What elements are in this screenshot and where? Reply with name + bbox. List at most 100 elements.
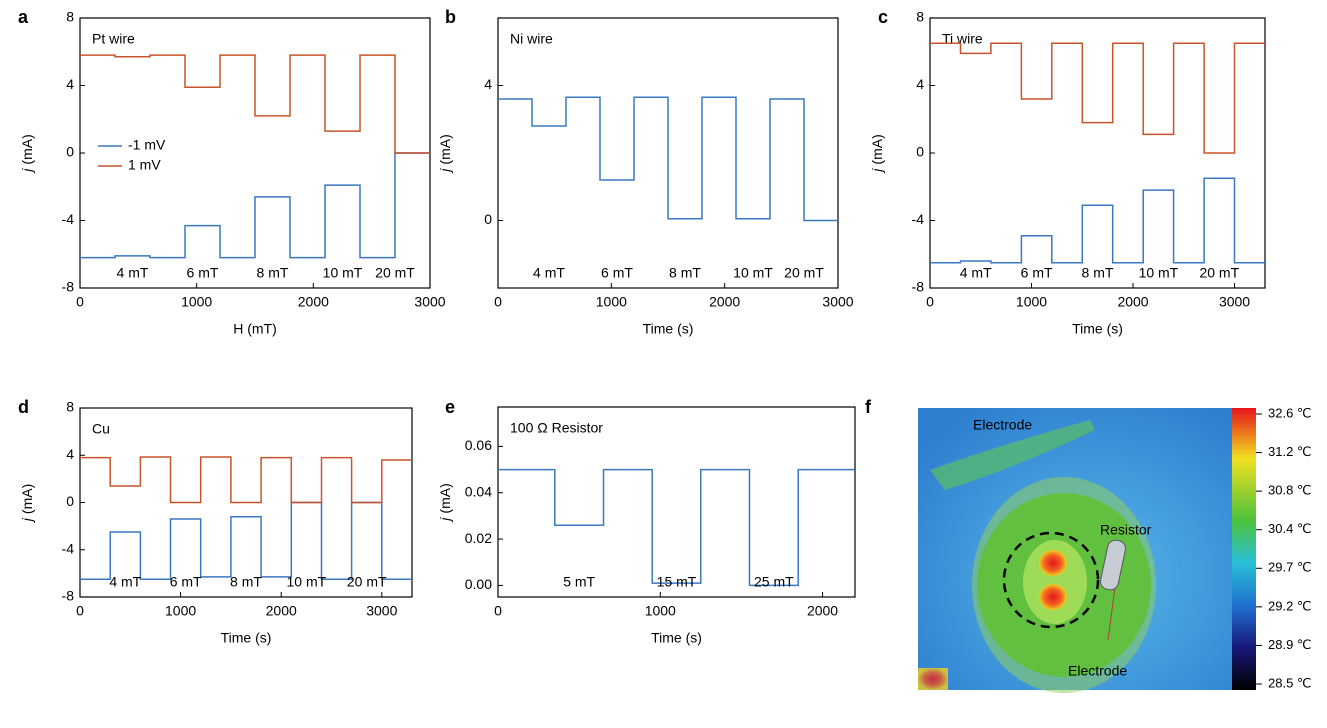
panel-title: Cu [92,421,110,437]
panel-title: Ti wire [942,31,983,47]
x-tick-label: 3000 [366,603,397,619]
series-line [498,96,838,222]
series-line [498,468,855,587]
y-axis-symbol: j [869,168,885,174]
colorbar [1232,408,1256,690]
x-tick-label: 2000 [807,603,838,619]
y-axis-unit: (mA) [19,134,35,164]
image-label: Electrode [1068,663,1127,679]
field-label: 20 mT [375,265,415,281]
y-axis-unit: (mA) [437,134,453,164]
x-tick-label: 3000 [1219,294,1250,310]
colorbar-label: 28.5 ℃ [1268,675,1312,690]
y-axis-label: j (mA) [19,484,35,523]
x-tick-label: 1000 [596,294,627,310]
y-axis-symbol: j [437,168,453,174]
y-tick-label: -4 [62,211,75,227]
panel-title: 100 Ω Resistor [510,420,603,436]
y-tick-label: -8 [912,279,925,295]
panel-letter: c [878,7,888,27]
panel-letter: e [445,397,455,417]
legend-label: -1 mV [128,137,166,153]
x-tick-label: 1000 [181,294,212,310]
field-label: 6 mT [170,574,202,590]
y-tick-label: 0 [66,144,74,160]
panel-title: Ni wire [510,31,553,47]
legend-label: 1 mV [128,157,161,173]
field-label: 20 mT [347,574,387,590]
y-axis-label: j (mA) [437,134,453,173]
y-axis-label: j (mA) [19,134,35,173]
y-axis-label: j (mA) [437,483,453,522]
thermal-image [918,408,1256,693]
series-line [930,42,1265,154]
colorbar-label: 32.6 ℃ [1268,405,1312,420]
y-tick-label: 8 [916,9,924,25]
y-tick-label: 4 [66,446,74,462]
field-label: 4 mT [960,265,992,281]
y-axis-label: j (mA) [869,134,885,173]
x-axis-label: Time (s) [221,630,272,646]
field-label: 4 mT [533,265,565,281]
x-axis-label: Time (s) [1072,321,1123,337]
series-line [80,54,430,154]
panel-letter: d [18,397,29,417]
field-label: 10 mT [1139,265,1179,281]
y-tick-label: -8 [62,588,75,604]
colorbar-label: 29.7 ℃ [1268,560,1312,575]
x-tick-label: 1000 [645,603,676,619]
y-axis-unit: (mA) [437,483,453,513]
x-tick-label: 1000 [165,603,196,619]
field-label: 15 mT [657,574,697,590]
x-tick-label: 2000 [298,294,329,310]
y-axis-unit: (mA) [19,484,35,514]
panel-title: Pt wire [92,31,135,47]
y-tick-label: 4 [66,76,74,92]
x-axis-label: H (mT) [233,321,277,337]
panel-letter: a [18,7,29,27]
y-axis-symbol: j [19,168,35,174]
field-label: 8 mT [257,265,289,281]
y-tick-label: 0 [484,211,492,227]
field-label: 10 mT [733,265,773,281]
y-tick-label: 0.04 [465,483,492,499]
y-axis-symbol: j [19,517,35,523]
image-label: Resistor [1100,522,1152,538]
y-tick-label: -4 [62,540,75,556]
panel-letter: b [445,7,456,27]
series-line [80,501,412,581]
x-tick-label: 1000 [1016,294,1047,310]
series-line [930,177,1265,264]
y-tick-label: 4 [484,76,492,92]
x-tick-label: 0 [926,294,934,310]
y-tick-label: 0 [66,493,74,509]
y-tick-label: 0.06 [465,437,492,453]
x-tick-label: 0 [76,603,84,619]
field-label: 8 mT [230,574,262,590]
field-label: 6 mT [187,265,219,281]
colorbar-label: 29.2 ℃ [1268,598,1312,613]
series-line [80,456,412,504]
x-tick-label: 2000 [266,603,297,619]
x-tick-label: 0 [76,294,84,310]
y-axis-unit: (mA) [869,134,885,164]
image-label: Electrode [973,417,1032,433]
field-label: 6 mT [1021,265,1053,281]
x-tick-label: 2000 [709,294,740,310]
colorbar-label: 28.9 ℃ [1268,637,1312,652]
panel-letter: f [865,397,872,417]
x-tick-label: 0 [494,603,502,619]
field-label: 6 mT [601,265,633,281]
y-tick-label: 0.00 [465,576,492,592]
colorbar-label: 31.2 ℃ [1268,444,1312,459]
y-tick-label: 8 [66,399,74,415]
x-axis-label: Time (s) [643,321,694,337]
field-label: 20 mT [1199,265,1239,281]
x-tick-label: 3000 [414,294,445,310]
y-tick-label: 0 [916,144,924,160]
x-tick-label: 2000 [1117,294,1148,310]
y-tick-label: -8 [62,279,75,295]
y-axis-symbol: j [437,517,453,523]
y-tick-label: 0.02 [465,530,492,546]
